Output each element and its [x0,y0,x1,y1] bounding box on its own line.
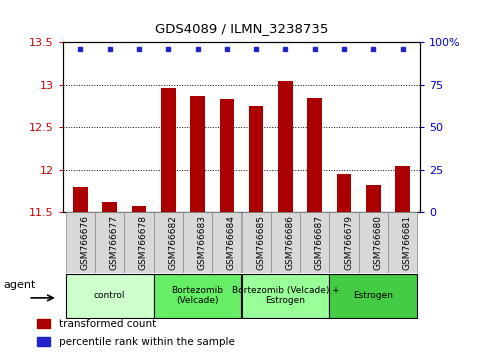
Bar [124,212,154,273]
Text: GSM766676: GSM766676 [80,215,89,270]
Text: GSM766678: GSM766678 [139,215,148,270]
Text: GSM766681: GSM766681 [403,215,412,270]
Text: GSM766685: GSM766685 [256,215,265,270]
Text: GSM766686: GSM766686 [285,215,295,270]
Bar [154,274,242,318]
Text: GSM766682: GSM766682 [168,215,177,270]
Text: GSM766680: GSM766680 [373,215,383,270]
Bar [220,99,234,212]
Text: agent: agent [3,280,36,291]
Text: control: control [94,291,126,300]
Text: transformed count: transformed count [59,319,156,329]
Bar [183,212,212,273]
Bar [337,174,351,212]
Text: GSM766684: GSM766684 [227,215,236,270]
Bar [161,88,176,212]
Text: percentile rank within the sample: percentile rank within the sample [59,337,235,347]
Bar [388,212,417,273]
Bar [102,202,117,212]
Bar [73,187,88,212]
Bar [249,106,263,212]
Text: Estrogen: Estrogen [354,291,393,300]
Bar [95,212,124,273]
Bar [37,337,50,346]
Bar [37,319,50,328]
Bar [300,212,329,273]
Bar [366,185,381,212]
Bar [271,212,300,273]
Bar [190,96,205,212]
Bar [242,274,329,318]
Text: GDS4089 / ILMN_3238735: GDS4089 / ILMN_3238735 [155,22,328,35]
Text: Bortezomib
(Velcade): Bortezomib (Velcade) [171,286,224,305]
Bar [395,166,410,212]
Bar [307,98,322,212]
Bar [212,212,242,273]
Bar [242,212,271,273]
Bar [66,274,154,318]
Bar [359,212,388,273]
Bar [154,212,183,273]
Bar [66,212,95,273]
Bar [329,212,359,273]
Text: GSM766687: GSM766687 [315,215,324,270]
Text: Bortezomib (Velcade) +
Estrogen: Bortezomib (Velcade) + Estrogen [231,286,340,305]
Bar [329,274,417,318]
Text: GSM766683: GSM766683 [198,215,207,270]
Bar [132,206,146,212]
Bar [278,81,293,212]
Text: GSM766679: GSM766679 [344,215,353,270]
Text: GSM766677: GSM766677 [110,215,119,270]
